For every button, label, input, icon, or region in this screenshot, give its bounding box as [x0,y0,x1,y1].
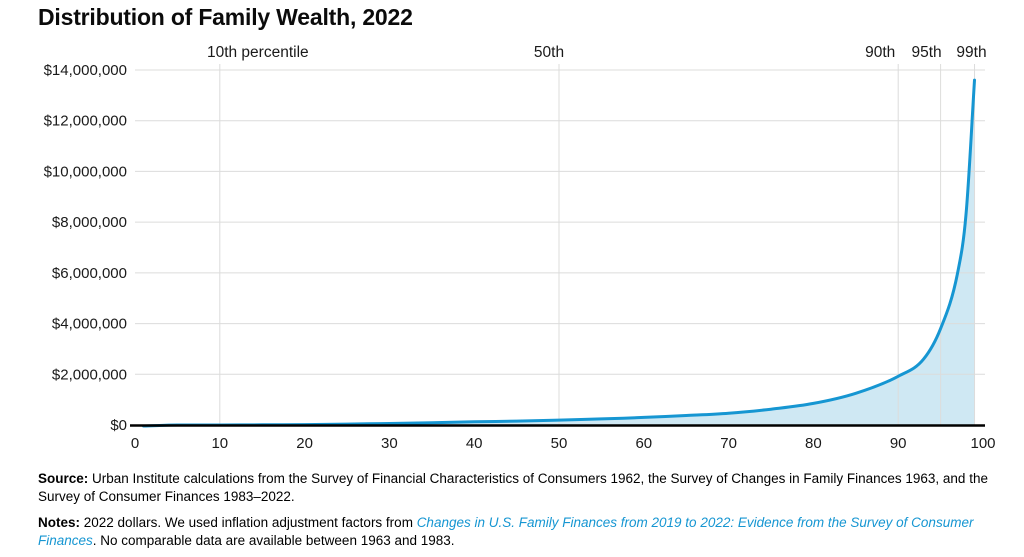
source-note: Source: Urban Institute calculations fro… [38,470,996,507]
wealth-area-fill [143,80,975,426]
x-tick-label: 90 [890,435,907,452]
x-tick-label: 40 [466,435,483,452]
y-tick-label: $4,000,000 [52,316,127,333]
x-tick-label: 60 [635,435,652,452]
y-tick-label: $12,000,000 [44,113,127,130]
top-axis-percentile-label: 95th [912,44,942,61]
top-axis-percentile-label: 50th [534,44,564,61]
y-tick-label: $10,000,000 [44,163,127,180]
y-tick-label: $6,000,000 [52,265,127,282]
x-tick-label: 70 [720,435,737,452]
source-text: Urban Institute calculations from the Su… [38,471,988,505]
y-tick-label: $8,000,000 [52,214,127,231]
y-tick-label: $0 [110,417,127,434]
x-tick-label: 80 [805,435,822,452]
x-tick-label: 100 [970,435,995,452]
notes-text-before-link: 2022 dollars. We used inflation adjustme… [80,515,417,530]
x-tick-label: 30 [381,435,398,452]
top-axis-percentile-label: 90th [865,44,895,61]
x-tick-label: 20 [296,435,313,452]
chart-title: Distribution of Family Wealth, 2022 [38,4,413,30]
source-label: Source: [38,471,89,486]
y-tick-label: $2,000,000 [52,366,127,383]
notes-note: Notes: 2022 dollars. We used inflation a… [38,514,996,551]
x-tick-label: 10 [211,435,228,452]
top-axis-percentile-label: 99th [956,44,986,61]
wealth-distribution-chart: $0 $2,000,000 $4,000,000 $6,000,000 $8,000,0… [44,44,996,452]
notes-link[interactable]: Changes in U.S. Family Finances from 201… [38,515,974,549]
notes-text-after-link: . No comparable data are available betwe… [92,533,455,549]
x-tick-label: 0 [131,435,139,452]
y-tick-label: $14,000,000 [44,62,127,79]
x-tick-label: 50 [551,435,568,452]
top-axis-percentile-label: 10th percentile [207,44,309,61]
notes-label: Notes: [38,515,81,530]
